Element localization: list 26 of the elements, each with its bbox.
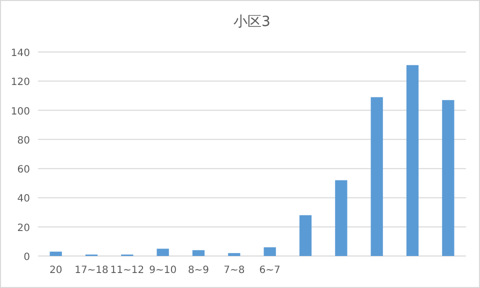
y-tick-label: 20 [17, 222, 30, 234]
y-tick-label: 60 [17, 164, 30, 176]
bar [370, 97, 383, 256]
bar [406, 65, 419, 256]
x-tick-label: 8~9 [188, 265, 210, 276]
bar [264, 247, 276, 256]
bar [228, 253, 240, 256]
bar [299, 215, 312, 256]
x-tick-label: 9~10 [149, 265, 177, 276]
x-tick-label: 11~12 [110, 265, 144, 276]
x-tick-label: 20 [49, 265, 62, 276]
x-tick-label: 17~18 [74, 265, 108, 276]
x-tick-label: 6~7 [259, 265, 280, 276]
x-tick-label: 7~8 [224, 265, 245, 276]
y-tick-label: 40 [17, 194, 30, 205]
bar [156, 248, 169, 256]
y-tick-label: 140 [10, 48, 30, 59]
bar [335, 180, 348, 256]
y-tick-label: 0 [24, 252, 30, 263]
bar [192, 250, 205, 256]
y-tick-label: 120 [10, 77, 30, 88]
bar [50, 252, 62, 256]
chart-title: 小区3 [234, 14, 270, 30]
y-tick-label: 80 [17, 135, 30, 146]
bar [442, 100, 454, 256]
y-tick-label: 100 [10, 106, 30, 118]
